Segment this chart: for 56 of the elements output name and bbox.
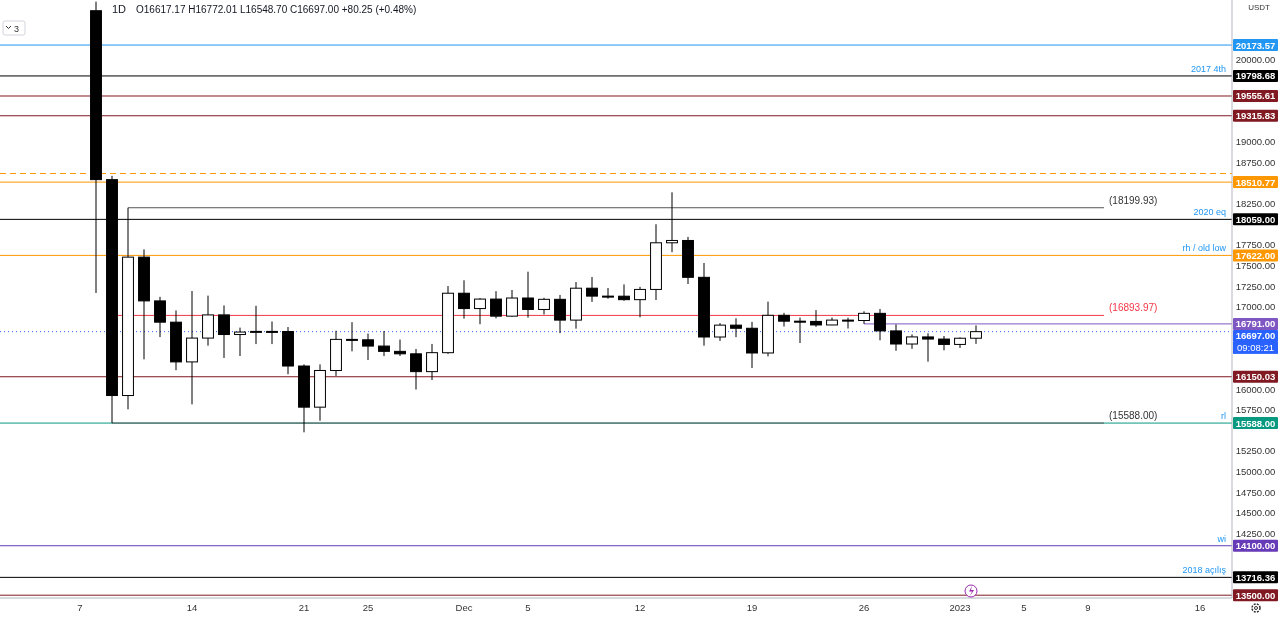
- x-tick-label: 9: [1085, 602, 1091, 613]
- y-tick-label: 17622.00: [1235, 249, 1276, 261]
- y-tick-label: 18510.77: [1235, 176, 1276, 188]
- y-tick-label: 17250.00: [1235, 280, 1276, 292]
- x-tick-label: 5: [1021, 602, 1027, 613]
- data-label: (18199.93): [1109, 194, 1158, 206]
- x-tick-label: 19: [746, 602, 758, 613]
- x-tick-label: 12: [634, 602, 646, 613]
- y-tick-label: 17750.00: [1235, 239, 1276, 251]
- y-tick-label: 16150.03: [1235, 371, 1276, 383]
- y-tick-label: 15750.00: [1235, 404, 1276, 416]
- x-tick-label: 2023: [949, 602, 971, 613]
- y-tick-label: 15588.00: [1235, 417, 1276, 429]
- x-tick-label: 16: [1194, 602, 1206, 613]
- y-tick-label: 17500.00: [1235, 259, 1276, 271]
- x-tick-label: 7: [77, 602, 83, 613]
- text: 09:08:21: [1237, 341, 1274, 353]
- y-tick-label: 13500.00: [1235, 589, 1276, 601]
- x-tick-label: 21: [298, 602, 310, 613]
- data-label: (15588.00): [1109, 410, 1158, 422]
- y-tick-label: 16000.00: [1235, 383, 1276, 395]
- ref-line-label: 2020 eq: [1193, 207, 1226, 218]
- y-tick-label: 16791.00: [1235, 318, 1276, 330]
- x-tick-label: 5: [525, 602, 531, 613]
- y-tick-label: 20000.00: [1235, 53, 1276, 65]
- y-axis-title: USDT: [1248, 3, 1271, 12]
- y-tick-label: 17000.00: [1235, 301, 1276, 313]
- y-tick-label: 15250.00: [1235, 445, 1276, 457]
- chart-title: 1D: [112, 3, 127, 15]
- y-tick-label: 18059.00: [1235, 213, 1276, 225]
- y-tick-label: 16697.00: [1235, 330, 1276, 342]
- y-tick-label: 13716.36: [1235, 571, 1276, 583]
- x-tick-label: 25: [362, 602, 374, 613]
- y-tick-label: 19798.68: [1235, 70, 1276, 82]
- x-tick-label: Dec: [455, 602, 473, 613]
- y-tick-label: 14100.00: [1235, 540, 1276, 552]
- y-tick-label: 18250.00: [1235, 198, 1276, 210]
- ref-line-label: wi: [1216, 533, 1226, 544]
- y-tick-label: 14250.00: [1235, 527, 1276, 539]
- x-tick-label: 26: [858, 602, 870, 613]
- ref-line-label: 2018 açılış: [1182, 565, 1227, 576]
- y-tick-label: 18750.00: [1235, 156, 1276, 168]
- annotation: O16617.17 H16772.01 L16548.70 C16697.00 +80.25 (+0.48%): [136, 4, 417, 15]
- annotation: 3: [14, 24, 20, 34]
- y-tick-label: 19000.00: [1235, 136, 1276, 148]
- ref-line-label: 2017 4th: [1190, 63, 1226, 74]
- y-tick-label: 15000.00: [1235, 466, 1276, 478]
- data-label: (16893.97): [1109, 302, 1158, 314]
- y-tick-label: 14750.00: [1235, 486, 1276, 498]
- y-tick-label: 19315.83: [1235, 110, 1276, 122]
- x-tick-label: 14: [186, 602, 198, 613]
- y-tick-label: 19555.61: [1235, 90, 1277, 102]
- y-tick-label: 14500.00: [1235, 507, 1276, 519]
- y-tick-label: 20173.57: [1235, 39, 1276, 51]
- ref-line-label: rl: [1221, 411, 1226, 422]
- ref-line-label: rh / old low: [1182, 243, 1227, 254]
